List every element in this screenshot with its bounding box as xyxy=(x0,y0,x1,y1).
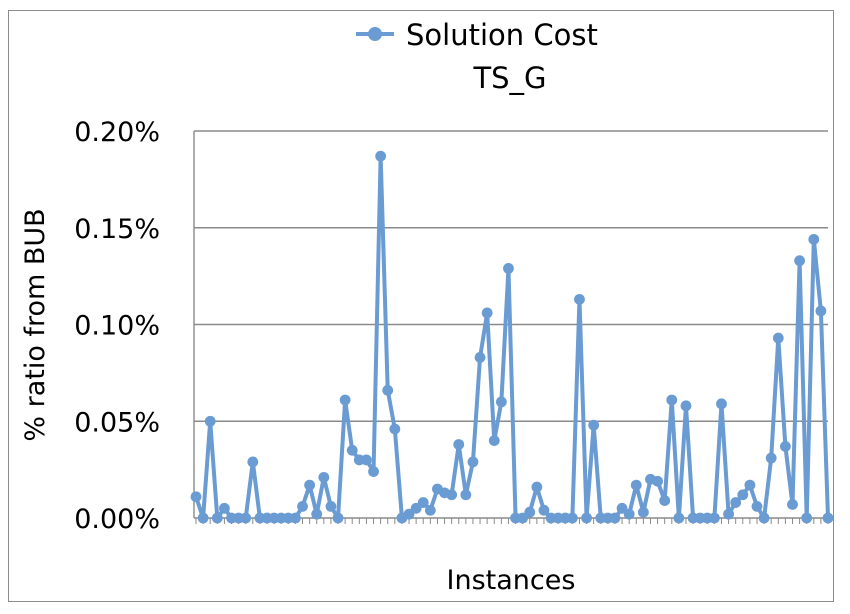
data-point xyxy=(311,508,323,520)
data-point xyxy=(538,504,550,516)
y-tick-label: 0.20% xyxy=(74,117,160,148)
data-point xyxy=(623,508,635,520)
data-point xyxy=(467,456,479,468)
data-point xyxy=(708,512,720,524)
data-point xyxy=(737,489,749,501)
data-point xyxy=(659,495,671,506)
data-point xyxy=(765,452,777,464)
data-point xyxy=(424,504,436,516)
data-point xyxy=(758,512,770,524)
data-point xyxy=(446,489,458,501)
data-point xyxy=(197,512,209,524)
series-line xyxy=(194,154,830,520)
legend: Solution Cost xyxy=(356,18,598,52)
y-tick-label: 0.10% xyxy=(74,311,160,342)
x-axis-label: Instances xyxy=(447,565,576,596)
data-point xyxy=(730,497,742,508)
data-point xyxy=(801,512,813,524)
data-point xyxy=(815,305,827,317)
y-tick-label: 0.00% xyxy=(74,504,160,535)
data-point xyxy=(190,491,202,503)
data-point xyxy=(332,512,344,524)
data-point xyxy=(794,255,805,267)
data-point xyxy=(503,262,514,274)
data-point xyxy=(247,456,259,468)
data-point xyxy=(822,512,834,524)
data-point xyxy=(630,479,642,491)
data-point xyxy=(204,415,216,427)
data-point xyxy=(751,500,763,512)
data-point xyxy=(375,150,387,162)
data-point xyxy=(361,454,372,466)
y-tick-labels: 0.00% 0.05% 0.10% 0.15% 0.20% xyxy=(74,117,160,535)
y-tick-label: 0.05% xyxy=(74,407,160,438)
data-point xyxy=(666,394,678,406)
series-solution-cost xyxy=(190,150,834,524)
data-point xyxy=(652,475,663,487)
data-point xyxy=(680,400,692,412)
data-point xyxy=(808,233,820,245)
data-point xyxy=(772,332,784,344)
data-point xyxy=(290,512,301,524)
y-tick-label: 0.15% xyxy=(74,214,160,245)
data-point xyxy=(574,293,585,305)
data-point xyxy=(346,444,358,456)
data-point xyxy=(744,479,756,491)
data-point xyxy=(531,481,543,493)
data-point xyxy=(779,441,791,452)
data-point xyxy=(304,479,316,491)
data-point xyxy=(609,512,621,524)
data-point xyxy=(211,512,223,524)
data-point xyxy=(488,435,500,446)
y-axis-label: % ratio from BUB xyxy=(20,208,51,441)
data-point xyxy=(716,398,727,410)
data-point xyxy=(453,439,465,450)
data-point xyxy=(460,489,472,501)
data-point xyxy=(417,497,429,508)
data-point xyxy=(673,512,685,524)
data-point xyxy=(524,506,536,518)
data-point xyxy=(474,351,486,363)
data-point xyxy=(382,384,394,396)
data-point xyxy=(389,423,401,435)
data-point xyxy=(325,500,337,512)
data-point xyxy=(339,394,351,406)
chart-title: TS_G xyxy=(472,61,546,95)
data-point xyxy=(787,499,798,510)
data-point xyxy=(588,419,600,431)
data-point xyxy=(637,506,649,518)
data-point xyxy=(240,512,252,524)
data-point xyxy=(318,471,330,483)
legend-marker xyxy=(368,27,382,41)
data-point xyxy=(297,500,308,512)
data-point xyxy=(581,512,592,524)
data-point xyxy=(219,502,230,514)
data-point xyxy=(368,466,379,477)
data-point xyxy=(495,396,507,408)
data-point xyxy=(723,508,734,520)
legend-label: Solution Cost xyxy=(406,18,598,52)
data-point xyxy=(481,307,493,319)
data-point xyxy=(566,512,578,524)
